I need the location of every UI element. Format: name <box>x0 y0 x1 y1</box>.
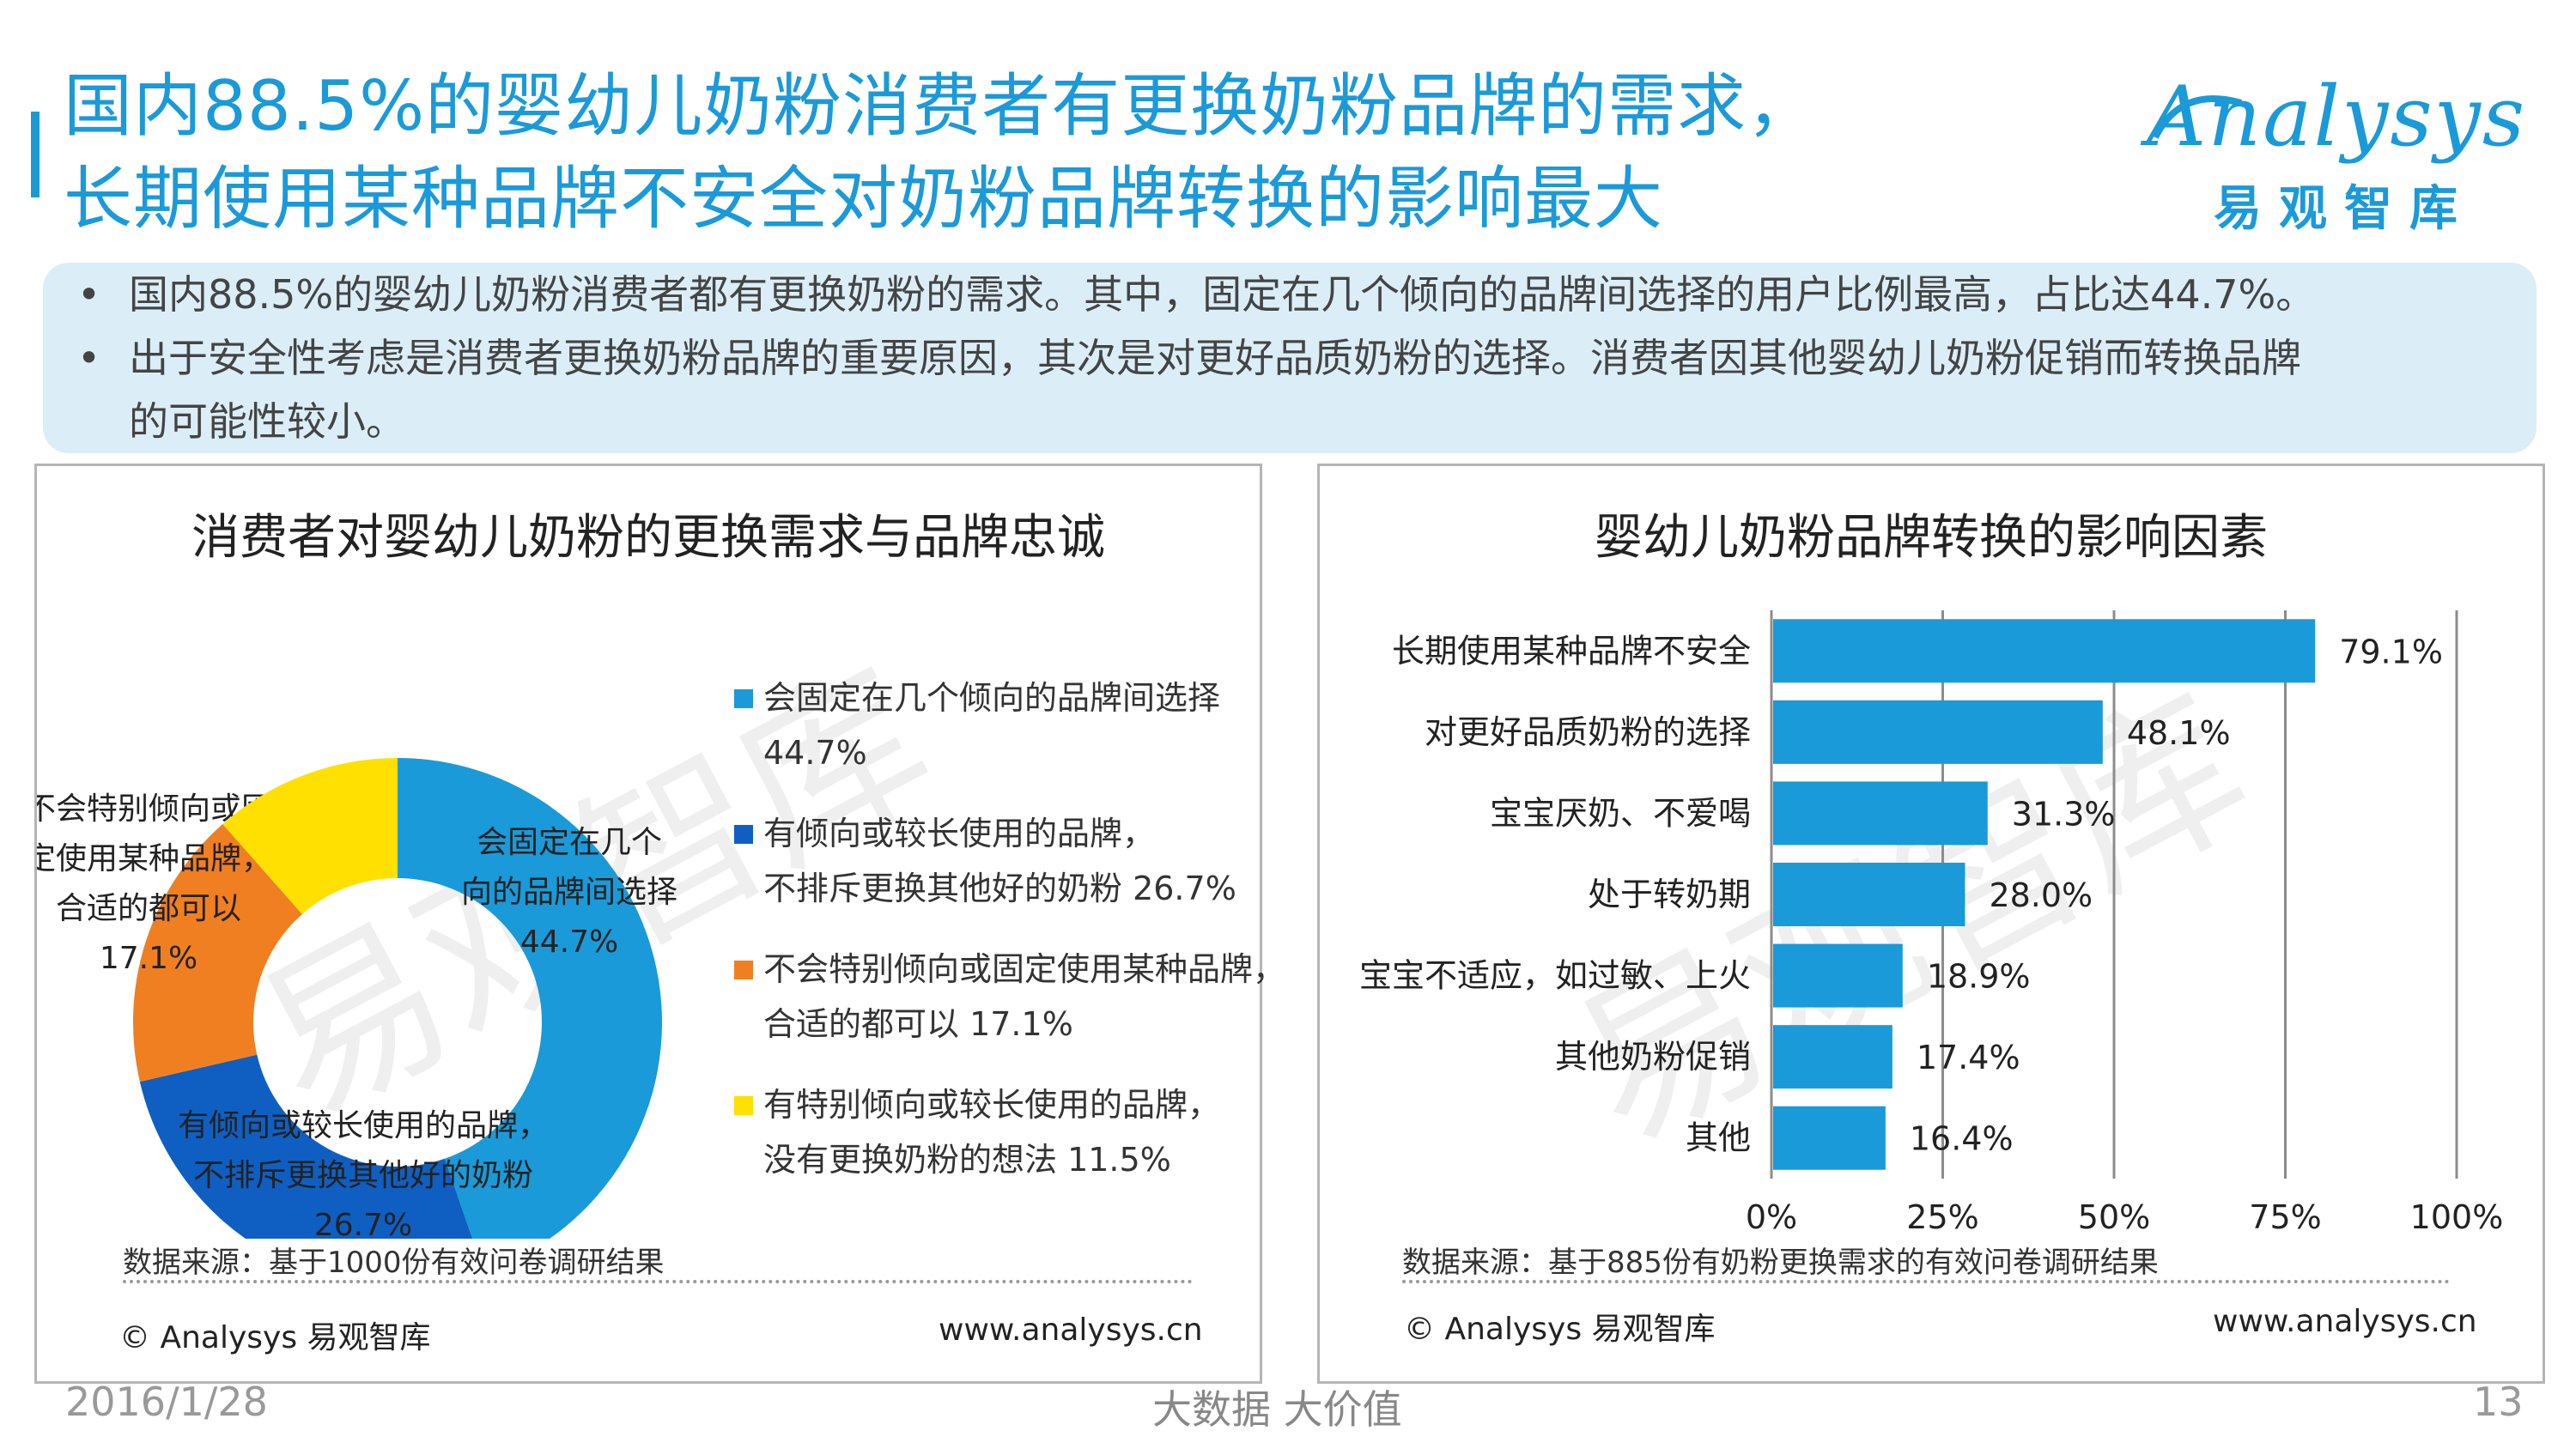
donut-slice-label: 不排斥更换其他好的奶粉 <box>193 1158 533 1193</box>
donut-slice <box>139 1054 473 1239</box>
page-title-line-2: 长期使用某种品牌不安全对奶粉品牌转换的影响最大 <box>64 159 1663 239</box>
donut-slice-label: 26.7% <box>314 1208 412 1239</box>
donut-slice-label: 17.1% <box>100 941 197 976</box>
summary-box: • 国内88.5%的婴幼儿奶粉消费者都有更换奶粉的需求。其中，固定在几个倾向的品… <box>43 263 2537 453</box>
bar <box>1773 700 2103 764</box>
legend-label: 合适的都可以 17.1% <box>763 1005 1073 1043</box>
bullet-dot: • <box>77 271 101 318</box>
page-number: 13 <box>2473 1379 2524 1425</box>
bar <box>1773 863 1965 926</box>
bar-value-label: 31.3% <box>2012 795 2116 833</box>
bar <box>1773 1106 1886 1170</box>
legend-label: 有特别倾向或较长使用的品牌， <box>763 1086 1221 1124</box>
category-label: 处于转奶期 <box>1588 876 1751 913</box>
legend-label: 没有更换奶粉的想法 11.5% <box>763 1141 1171 1179</box>
category-label: 宝宝厌奶、不爱喝 <box>1490 794 1751 832</box>
legend-label: 会固定在几个倾向的品牌间选择 <box>763 679 1221 717</box>
summary-bullet-2: 出于安全性考虑是消费者更换奶粉品牌的重要原因，其次是对更好品质奶粉的选择。消费者… <box>129 335 2301 381</box>
legend-swatch <box>734 825 753 844</box>
bar-value-label: 79.1% <box>2339 633 2443 670</box>
donut-slice <box>222 758 398 914</box>
legend-swatch <box>734 689 753 708</box>
donut-slice-label: 合适的都可以 <box>56 891 241 926</box>
donut-slice <box>398 758 662 1239</box>
title-accent-bar <box>31 112 39 197</box>
legend-label: 有倾向或较长使用的品牌， <box>763 815 1156 852</box>
analysys-logo: Analysys 易观智库 <box>2147 69 2524 240</box>
summary-bullet-2-cont: 的可能性较小。 <box>129 398 405 445</box>
x-tick-label: 0% <box>1746 1198 1797 1236</box>
legend-label: 不排斥更换其他好的奶粉 26.7% <box>763 870 1236 907</box>
bar-chart: 0% 25% 50% 75% 100% 长期使用某种品牌不安全 79.1% 对更好品质奶粉的选… <box>1359 610 2504 1236</box>
category-label: 其他奶粉促销 <box>1555 1038 1751 1076</box>
logo-wordmark: Analysys <box>2147 69 2527 165</box>
donut-slice-label: 会固定在几个 <box>477 825 662 860</box>
right-divider <box>1402 1280 2450 1283</box>
bar-value-label: 28.0% <box>1989 876 2093 914</box>
donut-slice-label: 定使用某种品牌， <box>37 841 272 876</box>
donut-chart-panel: 消费者对婴幼儿奶粉的更换需求与品牌忠诚 易观智库 会固定在几个向的品牌间选择44… <box>34 464 1285 1384</box>
donut-slice <box>133 823 302 1082</box>
bar-chart-title: 婴幼儿奶粉品牌转换的影响因素 <box>1595 510 2268 566</box>
bar <box>1773 943 1903 1008</box>
legend-swatch <box>734 1096 753 1115</box>
legend-label: 不会特别倾向或固定使用某种品牌， <box>763 950 1286 988</box>
donut-slice-label: 有倾向或较长使用的品牌， <box>178 1108 549 1143</box>
category-label: 长期使用某种品牌不安全 <box>1392 632 1751 670</box>
x-tick-label: 100% <box>2410 1198 2504 1236</box>
right-website-link[interactable]: www.analysys.cn <box>2213 1304 2477 1339</box>
footer-date: 2016/1/28 <box>65 1379 268 1425</box>
left-website-link[interactable]: www.analysys.cn <box>939 1313 1203 1348</box>
category-label: 宝宝不适应，如过敏、上火 <box>1359 957 1751 995</box>
right-copyright: © Analysys 易观智库 <box>1404 1312 1716 1347</box>
bar <box>1773 781 1988 846</box>
category-label: 其他 <box>1686 1119 1751 1157</box>
category-label: 对更好品质奶粉的选择 <box>1425 713 1751 751</box>
bar <box>1773 619 2316 683</box>
bar-chart-panel: 婴幼儿奶粉品牌转换的影响因素 易观智库 0% 25% 50% 75% 100% 长期使用某… <box>1317 464 2545 1384</box>
x-tick-label: 25% <box>1906 1198 1978 1236</box>
x-tick-label: 75% <box>2249 1198 2321 1236</box>
right-data-source: 数据来源：基于885份有奶粉更换需求的有效问卷调研结果 <box>1402 1246 2159 1280</box>
x-tick-label: 50% <box>2078 1198 2150 1236</box>
footer-slogan: 大数据 大价值 <box>1152 1386 1402 1433</box>
bar-value-label: 48.1% <box>2127 714 2231 752</box>
logo-chinese-name: 易观智库 <box>2214 181 2475 237</box>
donut-slice-label: 向的品牌间选择 <box>461 875 677 910</box>
bar-value-label: 18.9% <box>1927 958 2031 996</box>
bar <box>1773 1025 1893 1089</box>
logo-swoosh-icon <box>2152 95 2243 139</box>
donut-slice-label: 44.7% <box>520 925 618 960</box>
page-title-line-1: 国内88.5%的婴幼儿奶粉消费者有更换奶粉品牌的需求， <box>64 66 1817 146</box>
left-data-source: 数据来源：基于1000份有效问卷调研结果 <box>123 1246 665 1280</box>
bar-value-label: 16.4% <box>1910 1120 2014 1158</box>
bullet-dot: • <box>77 335 101 381</box>
bar-value-label: 17.4% <box>1917 1039 2020 1076</box>
donut-chart-title: 消费者对婴幼儿奶粉的更换需求与品牌忠诚 <box>191 510 1105 566</box>
left-divider <box>123 1280 1193 1283</box>
legend-swatch <box>734 961 753 979</box>
left-copyright: © Analysys 易观智库 <box>119 1320 431 1355</box>
summary-bullet-1: 国内88.5%的婴幼儿奶粉消费者都有更换奶粉的需求。其中，固定在几个倾向的品牌间… <box>129 271 2316 318</box>
legend-label: 44.7% <box>763 734 867 772</box>
